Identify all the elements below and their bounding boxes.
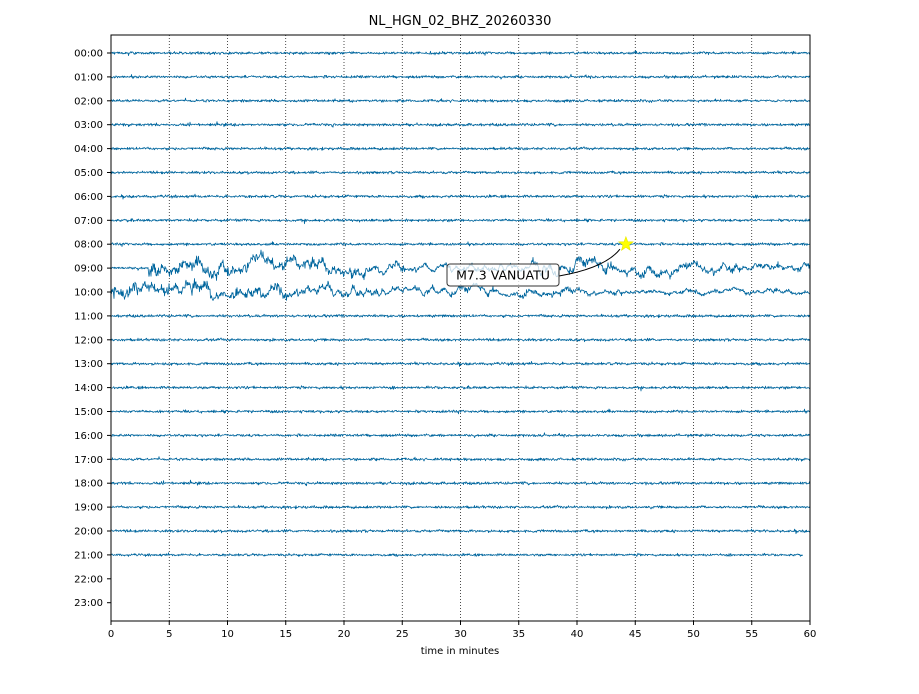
event-connector [558, 248, 621, 277]
plot-area [110, 34, 811, 622]
y-tick-label-05:00: 05:00 [74, 168, 103, 179]
x-tick-label-35: 35 [512, 629, 525, 640]
trace-1700 [110, 456, 811, 462]
trace-0600 [110, 193, 811, 200]
trace-1600 [110, 432, 811, 439]
y-tick-label-08:00: 08:00 [74, 240, 103, 251]
trace-1300 [110, 360, 811, 367]
event-annotation: M7.3 VANUATU [446, 235, 634, 287]
y-tick-label-17:00: 17:00 [74, 455, 103, 466]
y-tick-label-07:00: 07:00 [74, 216, 103, 227]
trace-1400 [110, 385, 811, 392]
y-tick-label-13:00: 13:00 [74, 359, 103, 370]
y-tick-label-02:00: 02:00 [74, 96, 103, 107]
trace-2000 [110, 528, 811, 535]
star-icon [617, 235, 634, 252]
chart-title: NL_HGN_02_BHZ_20260330 [369, 14, 552, 29]
x-tick-label-55: 55 [745, 629, 758, 640]
x-tick-label-50: 50 [687, 629, 700, 640]
y-tick-label-00:00: 00:00 [74, 49, 103, 60]
minute-tick-labels: 0 5 10 15 20 25 30 35 40 45 50 55 60 [108, 621, 817, 640]
x-tick-label-45: 45 [629, 629, 642, 640]
event-label-box [446, 263, 560, 287]
trace-1100 [110, 313, 811, 319]
y-tick-label-01:00: 01:00 [74, 72, 103, 83]
trace-0200 [110, 97, 811, 103]
hour-tick-labels: 00:00 01:00 02:00 03:00 04:00 05:00 06:00 07:00… [74, 49, 111, 609]
y-tick-label-20:00: 20:00 [74, 527, 103, 538]
x-tick-label-10: 10 [221, 629, 234, 640]
y-tick-label-21:00: 21:00 [74, 550, 103, 561]
x-tick-label-20: 20 [338, 629, 351, 640]
x-tick-label-0: 0 [108, 629, 114, 640]
trace-0700 [111, 217, 810, 225]
y-tick-label-22:00: 22:00 [74, 574, 103, 585]
plot-border [110, 34, 811, 622]
trace-1500 [110, 408, 811, 415]
trace-0000 [110, 50, 811, 56]
trace-0800 [110, 241, 811, 247]
trace-1200 [110, 337, 811, 343]
x-tick-label-30: 30 [454, 629, 467, 640]
y-tick-label-09:00: 09:00 [74, 264, 103, 275]
x-axis-label: time in minutes [421, 646, 500, 657]
y-tick-label-19:00: 19:00 [74, 503, 103, 514]
y-tick-label-16:00: 16:00 [74, 431, 103, 442]
trace-group [110, 50, 811, 557]
y-tick-label-03:00: 03:00 [74, 120, 103, 131]
y-tick-label-06:00: 06:00 [74, 192, 103, 203]
trace-0400 [110, 146, 811, 151]
trace-0300 [110, 121, 811, 128]
trace-0100 [110, 73, 811, 80]
x-tick-label-15: 15 [279, 629, 292, 640]
trace-1900 [110, 504, 811, 510]
y-tick-label-18:00: 18:00 [74, 479, 103, 490]
y-tick-label-14:00: 14:00 [74, 383, 103, 394]
y-tick-label-12:00: 12:00 [74, 335, 103, 346]
trace-1800 [110, 479, 811, 487]
trace-2100 [110, 552, 803, 557]
trace-0500 [110, 170, 811, 175]
y-tick-label-04:00: 04:00 [74, 144, 103, 155]
y-tick-label-23:00: 23:00 [74, 598, 103, 609]
x-tick-label-40: 40 [571, 629, 584, 640]
x-tick-label-5: 5 [166, 629, 172, 640]
event-label: M7.3 VANUATU [456, 268, 550, 283]
y-tick-label-15:00: 15:00 [74, 407, 103, 418]
y-tick-label-10:00: 10:00 [74, 288, 103, 299]
x-tick-label-60: 60 [804, 629, 817, 640]
x-tick-label-25: 25 [396, 629, 409, 640]
y-tick-label-11:00: 11:00 [74, 311, 103, 322]
